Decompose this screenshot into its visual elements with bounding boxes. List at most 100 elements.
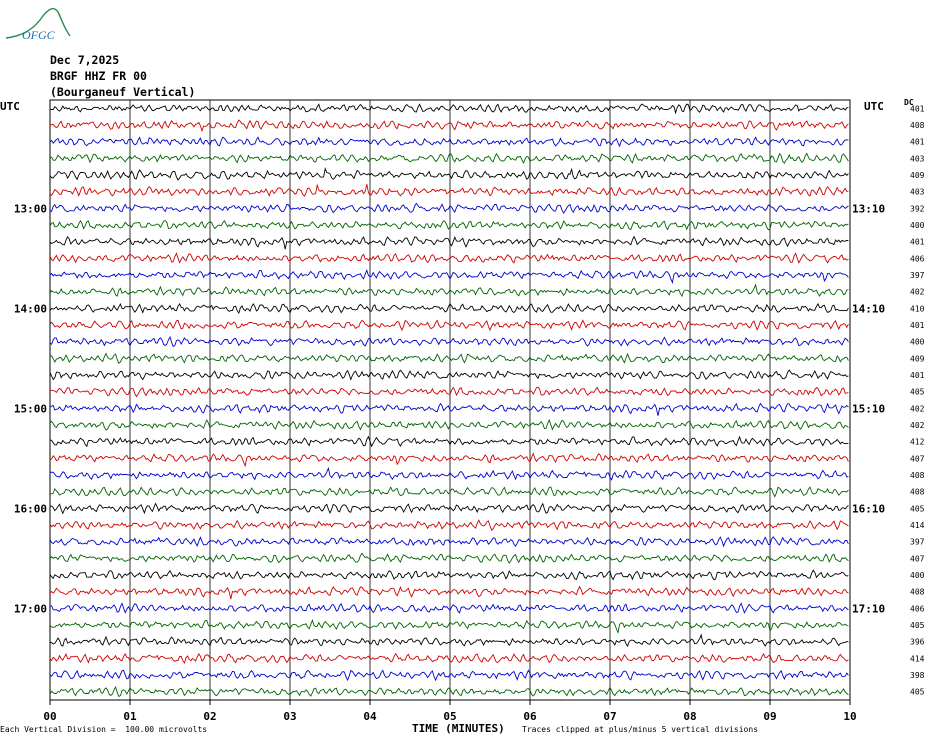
seismic-trace	[49, 402, 849, 416]
seismic-trace	[49, 652, 849, 665]
seismic-trace	[49, 486, 849, 498]
dc-offset-label: 398	[910, 671, 925, 680]
dc-offset-label: 402	[910, 288, 925, 297]
header-description: (Bourganeuf Vertical)	[50, 85, 196, 99]
logo-text: OFGC	[22, 28, 56, 42]
seismic-trace	[49, 283, 849, 298]
seismic-trace	[49, 536, 849, 548]
dc-offset-label: 408	[910, 471, 925, 480]
right-time-label: 16:10	[852, 502, 885, 515]
dc-offset-label: 410	[910, 304, 925, 313]
seismic-trace	[50, 602, 849, 614]
seismic-trace	[49, 219, 849, 231]
seismic-trace	[49, 502, 849, 515]
x-tick-label: 03	[283, 710, 296, 723]
dc-offset-label: 405	[910, 504, 925, 513]
seismic-trace	[49, 452, 849, 468]
x-axis-title: TIME (MINUTES)	[412, 722, 505, 735]
vertical-scale-note: Each Vertical Division = 100.00 microvol…	[0, 725, 208, 734]
seismic-trace	[49, 369, 849, 381]
left-time-label: 14:00	[14, 302, 47, 315]
header-date: Dec 7,2025	[50, 53, 120, 67]
dc-offset-label: 403	[910, 188, 925, 197]
left-time-label: 15:00	[14, 402, 47, 415]
seismic-trace	[49, 386, 849, 398]
seismic-trace	[49, 103, 849, 115]
dc-offset-label: 407	[910, 454, 925, 463]
seismic-trace	[49, 552, 849, 564]
seismic-trace	[49, 618, 849, 635]
dc-offset-label: 396	[910, 638, 925, 647]
dc-offset-label: 405	[910, 688, 925, 697]
dc-offset-label: 414	[910, 521, 925, 530]
header-station: BRGF HHZ FR 00	[50, 69, 147, 83]
seismic-trace	[49, 252, 849, 264]
seismic-trace	[50, 633, 849, 648]
dc-offset-label: 402	[910, 404, 925, 413]
dc-offset-label: 405	[910, 621, 925, 630]
seismic-trace	[49, 319, 849, 332]
x-tick-label: 00	[43, 710, 56, 723]
dc-offset-label: 406	[910, 604, 925, 613]
seismic-trace	[49, 235, 849, 250]
x-tick-label: 07	[603, 710, 616, 723]
ofgc-logo: OFGC	[5, 8, 71, 42]
left-time-label: 17:00	[14, 602, 47, 615]
dc-offset-label: 397	[910, 271, 925, 280]
x-tick-label: 10	[843, 710, 856, 723]
seismic-trace	[49, 585, 849, 600]
right-time-label: 14:10	[852, 302, 885, 315]
seismic-trace	[49, 183, 849, 198]
seismic-trace	[49, 202, 849, 214]
dc-offset-label: 401	[910, 238, 925, 247]
logo-mountain-arc	[5, 8, 71, 39]
seismic-trace	[49, 466, 849, 481]
dc-offset-label: 400	[910, 221, 925, 230]
left-time-label: 16:00	[14, 502, 47, 515]
seismic-trace	[49, 268, 849, 285]
right-time-label: 15:10	[852, 402, 885, 415]
seismic-trace	[49, 352, 849, 365]
dc-offset-label: 401	[910, 321, 925, 330]
dc-column-title: DC	[904, 98, 914, 107]
dc-offset-label: 402	[910, 421, 925, 430]
x-tick-label: 02	[203, 710, 216, 723]
right-axis-title: UTC	[864, 100, 884, 113]
seismic-trace	[49, 685, 849, 698]
seismic-trace	[49, 569, 849, 581]
seismic-trace	[49, 152, 849, 164]
dc-offset-label: 407	[910, 554, 925, 563]
seismic-trace	[49, 136, 849, 148]
right-time-label: 13:10	[852, 202, 885, 215]
seismic-trace	[49, 119, 849, 133]
clipping-note: Traces clipped at plus/minus 5 vertical …	[522, 725, 759, 734]
dc-offset-label: 401	[910, 138, 925, 147]
seismic-trace	[49, 167, 849, 181]
dc-offset-label: 406	[910, 254, 925, 263]
x-tick-label: 09	[763, 710, 776, 723]
dc-offset-label: 409	[910, 354, 925, 363]
dc-offset-label: 400	[910, 571, 925, 580]
dc-offset-label: 397	[910, 538, 925, 547]
seismic-trace	[49, 302, 849, 315]
dc-offset-label: 405	[910, 388, 925, 397]
x-tick-label: 06	[523, 710, 537, 723]
dc-offset-label: 392	[910, 204, 925, 213]
dc-offset-label: 408	[910, 121, 925, 130]
seismic-trace	[49, 669, 849, 682]
x-tick-label: 05	[443, 710, 456, 723]
seismic-trace	[49, 519, 849, 531]
dc-offset-label: 400	[910, 338, 925, 347]
dc-offset-label: 409	[910, 171, 925, 180]
dc-offset-label: 401	[910, 371, 925, 380]
seismic-trace	[49, 335, 849, 348]
dc-offset-label: 408	[910, 588, 925, 597]
left-axis-title: UTC	[0, 100, 20, 113]
dc-offset-label: 408	[910, 488, 925, 497]
left-time-label: 13:00	[14, 202, 47, 215]
x-tick-label: 08	[683, 710, 696, 723]
dc-offset-label: 401	[910, 104, 925, 113]
dc-offset-label: 414	[910, 654, 925, 663]
x-tick-label: 04	[363, 710, 377, 723]
